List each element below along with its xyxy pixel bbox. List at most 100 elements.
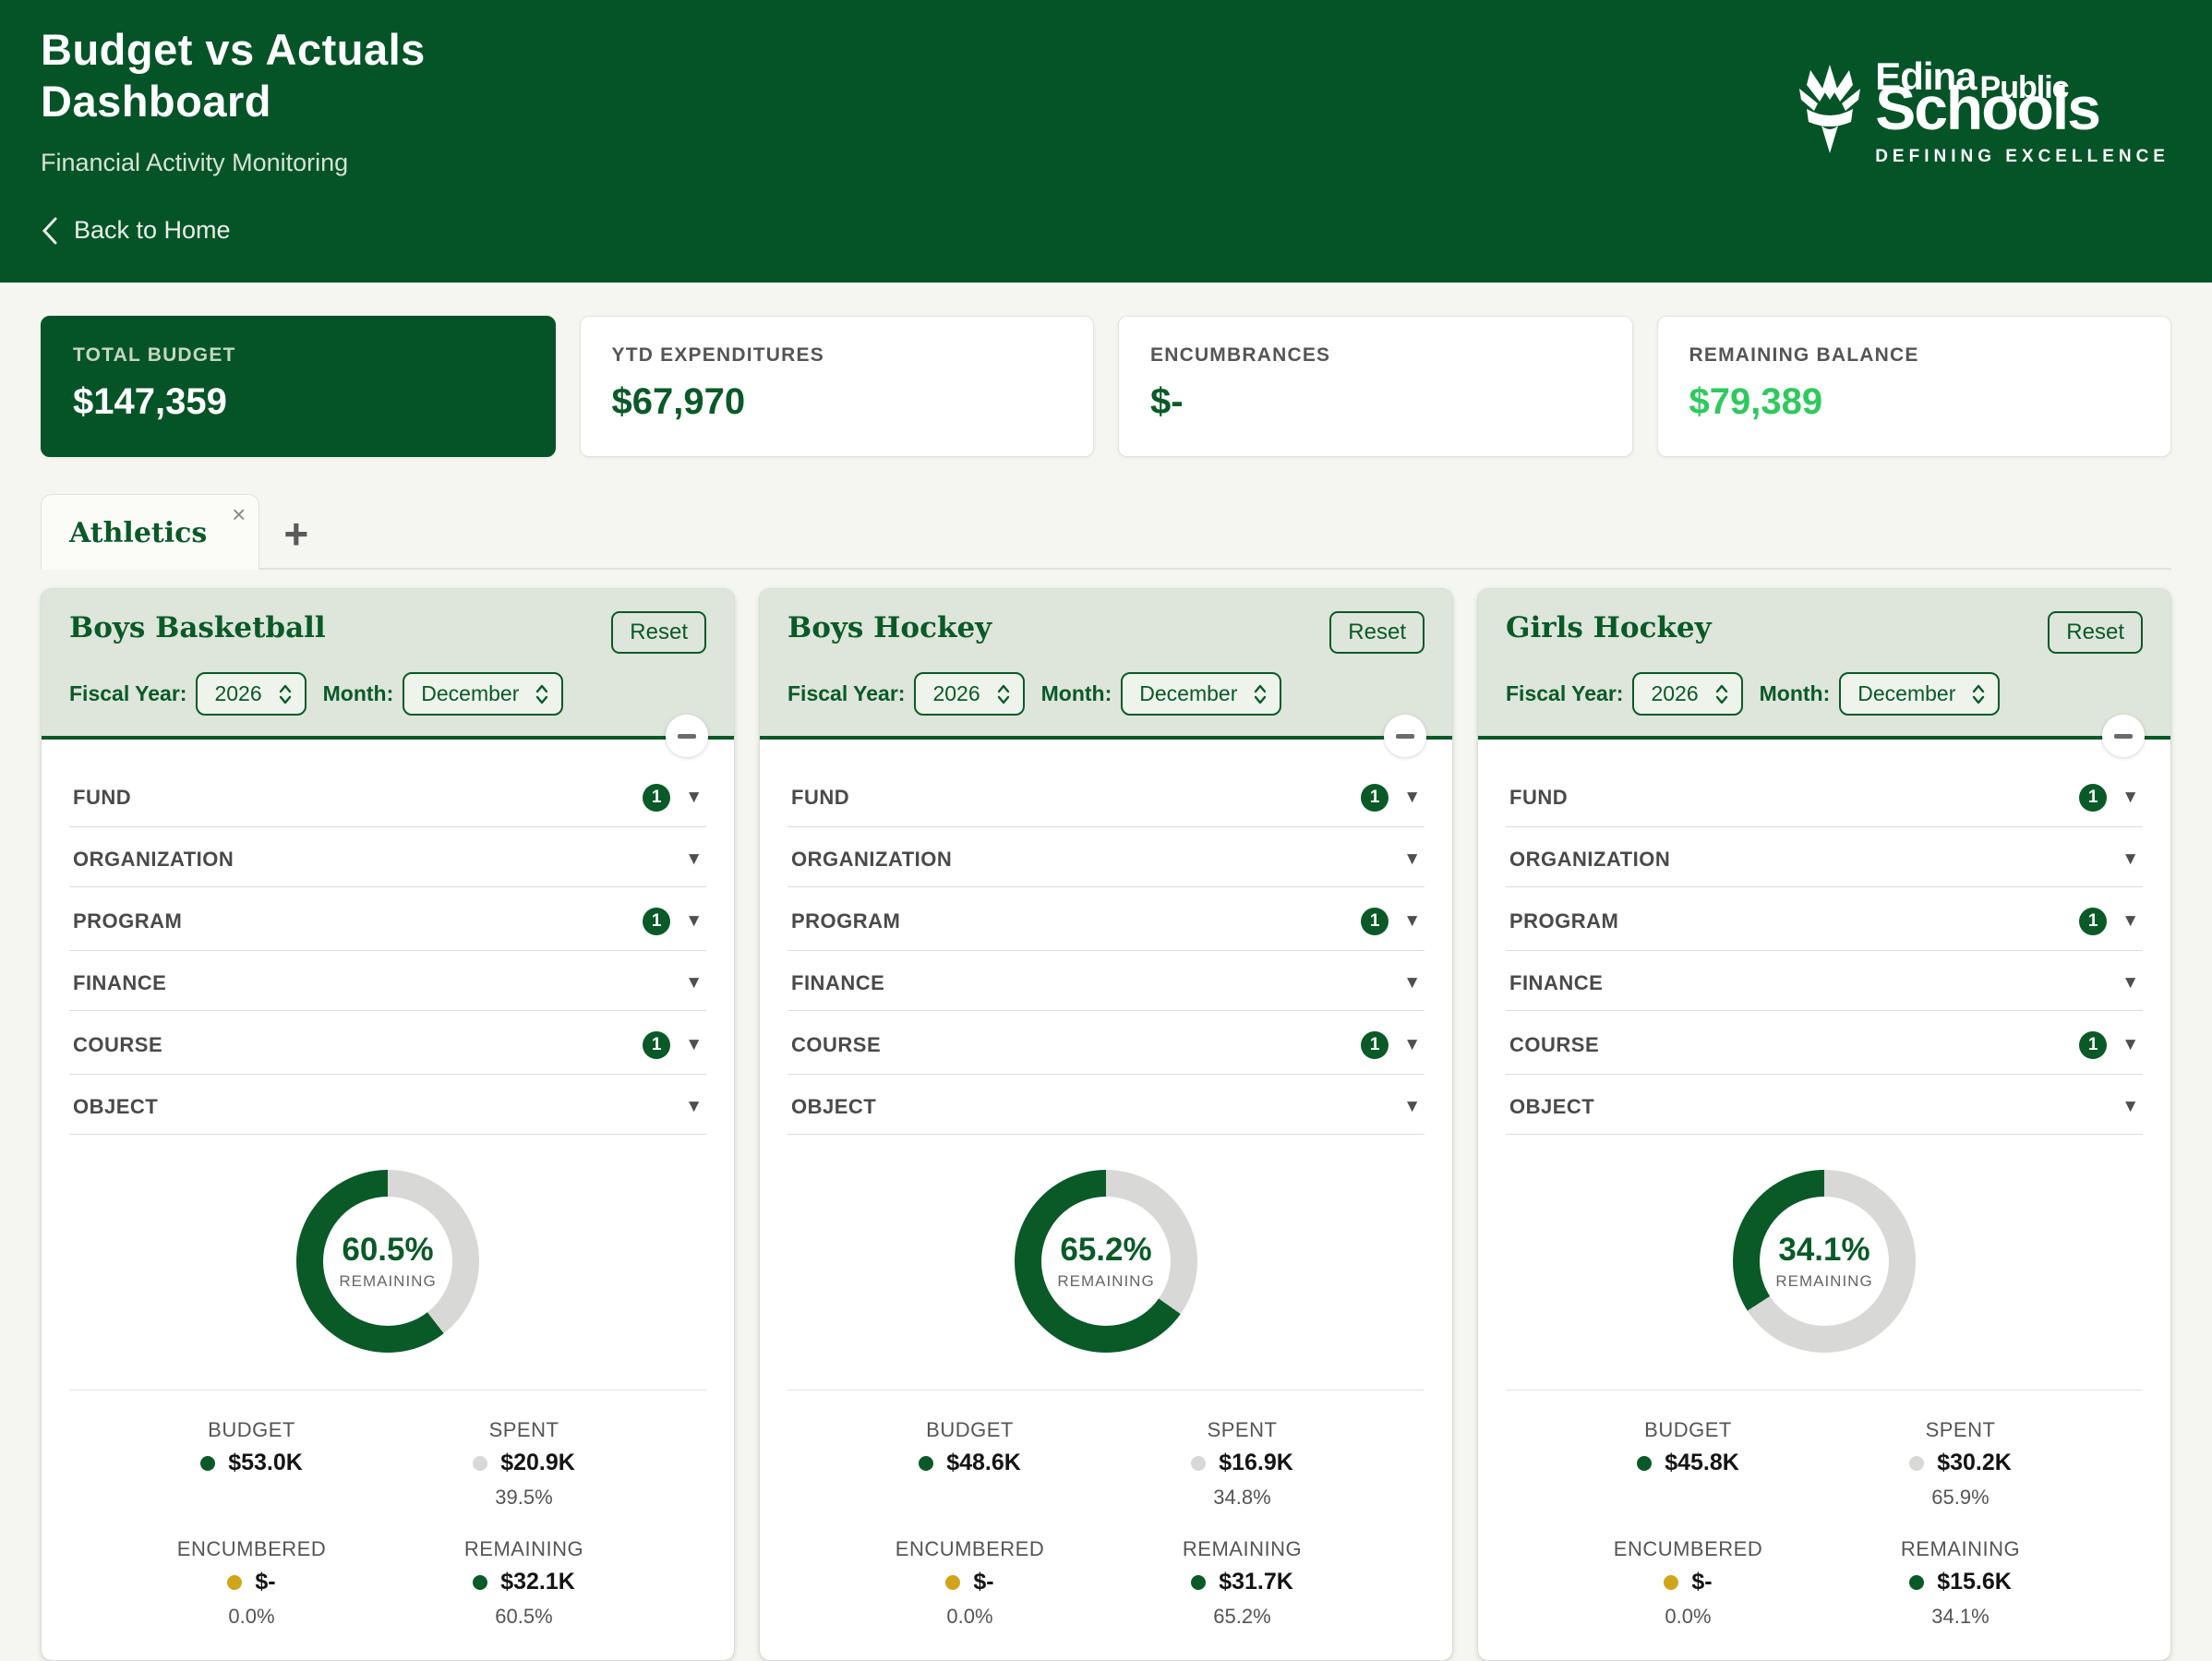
chevron-down-icon: ▼ (1403, 973, 1421, 993)
filter-row-program[interactable]: PROGRAM 1▼ (787, 887, 1425, 951)
fiscal-year-select[interactable]: 2026 (914, 672, 1024, 716)
logo-wordmark: Edina Public Schools DEFINING EXCELLENCE (1875, 57, 2170, 165)
filter-label: PROGRAM (73, 909, 182, 933)
filter-row-course[interactable]: COURSE 1▼ (787, 1011, 1425, 1075)
kpi-total-budget: TOTAL BUDGET $147,359 (41, 316, 556, 457)
chevron-down-icon: ▼ (685, 911, 703, 932)
chevron-down-icon: ▼ (685, 1035, 703, 1055)
month-select[interactable]: December (403, 672, 563, 716)
panel-title: Boys Hockey (787, 611, 992, 644)
donut-chart: 34.1% REMAINING (1733, 1170, 1916, 1353)
filter-label: COURSE (73, 1033, 162, 1057)
filter-row-course[interactable]: COURSE 1▼ (69, 1011, 706, 1075)
legend-dot-icon (227, 1575, 242, 1590)
legend-dot-icon (1664, 1575, 1678, 1590)
reset-button[interactable]: Reset (611, 611, 706, 654)
stat-value: $20.9K (500, 1450, 575, 1476)
stat-label: SPENT (1926, 1418, 1996, 1442)
filter-row-object[interactable]: OBJECT ▼ (69, 1075, 706, 1135)
panel-girls-hockey: Girls Hockey Reset Fiscal Year: 2026 Mon… (1477, 588, 2171, 1661)
select-chevrons-icon (1254, 684, 1267, 704)
panel-title: Girls Hockey (1506, 611, 1712, 644)
filter-row-fund[interactable]: FUND 1 ▼ (69, 764, 706, 827)
fiscal-year-select[interactable]: 2026 (196, 672, 306, 716)
select-chevrons-icon (279, 684, 292, 704)
reset-button[interactable]: Reset (1329, 611, 1425, 654)
filter-row-object[interactable]: OBJECT ▼ (787, 1075, 1425, 1135)
filter-label: OBJECT (1509, 1095, 1594, 1119)
filter-label: FUND (73, 786, 131, 810)
stat-encumbered: ENCUMBERED $- 0.0% (1552, 1537, 1824, 1629)
filter-row-object[interactable]: OBJECT ▼ (1506, 1075, 2143, 1135)
filter-row-fund[interactable]: FUND 1▼ (1506, 764, 2143, 827)
filter-row-organization[interactable]: ORGANIZATION ▼ (69, 827, 706, 887)
filter-count-badge: 1 (2079, 1031, 2107, 1059)
back-to-home-link[interactable]: Back to Home (41, 216, 231, 246)
stats-grid: BUDGET $48.6K SPENT $16.9K 34.8% ENCUMBE… (787, 1390, 1425, 1632)
page-title: Budget vs Actuals Dashboard (41, 24, 558, 128)
fiscal-year-value: 2026 (214, 681, 261, 706)
stat-percent: 65.9% (1931, 1486, 1989, 1510)
chevron-down-icon: ▼ (2122, 1097, 2139, 1117)
kpi-label: ENCUMBRANCES (1150, 344, 1601, 367)
fiscal-year-value: 2026 (1651, 681, 1698, 706)
stat-label: REMAINING (1183, 1537, 1302, 1561)
legend-dot-icon (473, 1456, 487, 1471)
filter-label: FUND (1509, 786, 1568, 810)
stat-value: $48.6K (946, 1450, 1021, 1476)
minus-icon (678, 734, 696, 739)
filter-row-course[interactable]: COURSE 1▼ (1506, 1011, 2143, 1075)
filter-row-organization[interactable]: ORGANIZATION ▼ (787, 827, 1425, 887)
close-icon[interactable]: × (232, 502, 246, 526)
chevron-down-icon: ▼ (1403, 1097, 1421, 1117)
stat-percent: 39.5% (495, 1486, 552, 1510)
legend-dot-icon (200, 1456, 215, 1471)
filter-count-badge: 1 (643, 784, 670, 812)
donut-center-value: 34.1% (1778, 1232, 1869, 1269)
collapse-button[interactable] (1384, 715, 1426, 757)
stat-label: BUDGET (1644, 1418, 1732, 1442)
filter-count-badge: 1 (1361, 1031, 1389, 1059)
filter-row-finance[interactable]: FINANCE ▼ (787, 951, 1425, 1011)
legend-dot-icon (945, 1575, 960, 1590)
crest-icon (1794, 57, 1866, 159)
tab-athletics[interactable]: Athletics × (41, 494, 259, 570)
month-select[interactable]: December (1839, 672, 2000, 716)
filter-row-organization[interactable]: ORGANIZATION ▼ (1506, 827, 2143, 887)
collapse-button[interactable] (2102, 715, 2145, 757)
filter-row-program[interactable]: PROGRAM 1▼ (69, 887, 706, 951)
kpi-row: TOTAL BUDGET $147,359 YTD EXPENDITURES $… (0, 316, 2212, 457)
chevron-down-icon: ▼ (2122, 973, 2139, 993)
filter-label: ORGANIZATION (791, 848, 952, 872)
select-chevrons-icon (535, 684, 548, 704)
kpi-value: $67,970 (612, 381, 1063, 423)
chevron-down-icon: ▼ (685, 788, 703, 808)
logo-public: Public (1980, 72, 2069, 103)
filter-count-badge: 1 (1361, 784, 1389, 812)
filter-label: ORGANIZATION (1509, 848, 1670, 872)
filter-row-program[interactable]: PROGRAM 1▼ (1506, 887, 2143, 951)
stat-percent: 0.0% (946, 1605, 992, 1629)
month-select[interactable]: December (1121, 672, 1281, 716)
month-label: Month: (1041, 681, 1112, 706)
stat-value: $- (255, 1569, 275, 1595)
back-to-home-label: Back to Home (74, 216, 231, 245)
chevron-down-icon: ▼ (1403, 788, 1421, 808)
month-value: December (1857, 681, 1955, 706)
filter-count-badge: 1 (2079, 908, 2107, 935)
filter-row-fund[interactable]: FUND 1 ▼ (787, 764, 1425, 827)
fiscal-year-select[interactable]: 2026 (1632, 672, 1742, 716)
select-chevrons-icon (1715, 684, 1728, 704)
panel-header: Boys Basketball Reset Fiscal Year: 2026 … (42, 589, 734, 740)
stat-percent: 0.0% (228, 1605, 274, 1629)
filter-label: FINANCE (791, 971, 884, 995)
filter-row-finance[interactable]: FINANCE ▼ (1506, 951, 2143, 1011)
reset-button[interactable]: Reset (2048, 611, 2143, 654)
fiscal-year-label: Fiscal Year: (787, 681, 905, 706)
stat-label: BUDGET (208, 1418, 295, 1442)
filter-row-finance[interactable]: FINANCE ▼ (69, 951, 706, 1011)
add-tab-button[interactable]: + (259, 512, 332, 568)
chevron-down-icon: ▼ (2122, 1035, 2139, 1055)
collapse-button[interactable] (666, 715, 708, 757)
filter-label: FUND (791, 786, 849, 810)
